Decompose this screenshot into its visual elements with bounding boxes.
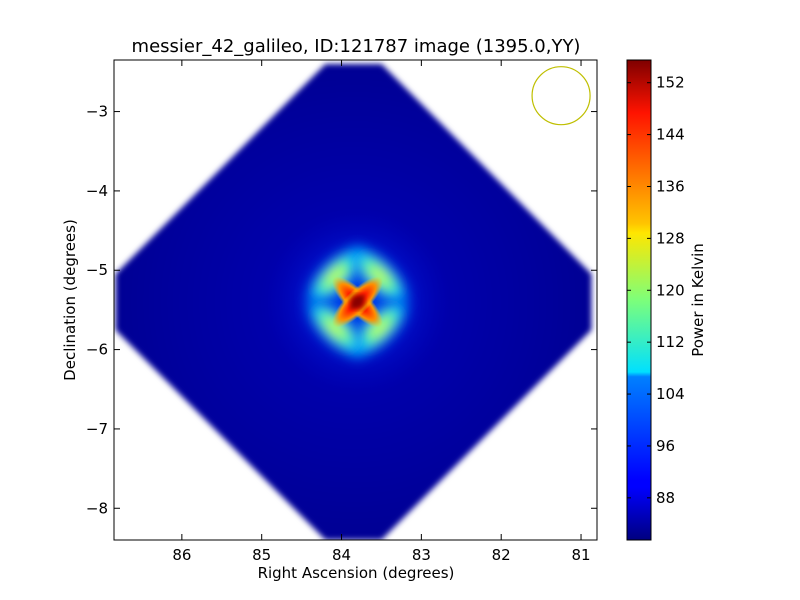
y-axis: −3 −4 −5 −6 −7 −8 bbox=[86, 103, 597, 517]
source-lobe bbox=[347, 243, 412, 309]
colorbar-tick-label: 88 bbox=[656, 489, 675, 507]
x-tick-label: 82 bbox=[492, 546, 511, 564]
colorbar-tick-label: 104 bbox=[656, 385, 685, 403]
colorbar-tick-label: 96 bbox=[656, 437, 675, 455]
colorbar-tick-label: 112 bbox=[656, 333, 685, 351]
y-tick-label: −6 bbox=[86, 341, 108, 359]
x-axis-label: Right Ascension (degrees) bbox=[258, 564, 455, 582]
colorbar-ticks: 88 96 104 112 120 128 136 144 152 bbox=[627, 74, 685, 507]
colorbar bbox=[626, 59, 652, 541]
x-tick-label: 83 bbox=[412, 546, 431, 564]
y-axis-label: Declination (degrees) bbox=[61, 219, 79, 381]
y-tick-label: −4 bbox=[86, 182, 108, 200]
y-tick-label: −5 bbox=[86, 261, 108, 279]
x-tick-label: 81 bbox=[571, 546, 590, 564]
sky-image bbox=[115, 63, 592, 540]
bright-source bbox=[262, 206, 453, 397]
y-tick-label: −7 bbox=[86, 420, 108, 438]
colorbar-tick-label: 144 bbox=[656, 126, 685, 144]
colorbar-tick-label: 128 bbox=[656, 229, 685, 247]
y-tick-label: −8 bbox=[86, 499, 108, 517]
y-tick-label: −3 bbox=[86, 103, 108, 121]
x-tick-label: 86 bbox=[172, 546, 191, 564]
x-axis: 86 85 84 83 82 81 bbox=[172, 60, 591, 564]
colorbar-tick-label: 136 bbox=[656, 177, 685, 195]
colorbar-tick-label: 152 bbox=[656, 74, 685, 92]
x-tick-label: 84 bbox=[332, 546, 351, 564]
x-tick-label: 85 bbox=[252, 546, 271, 564]
source-peak bbox=[350, 294, 365, 309]
colorbar-tick-label: 120 bbox=[656, 281, 685, 299]
chart-title: messier_42_galileo, ID:121787 image (139… bbox=[132, 36, 581, 57]
colorbar-label: Power in Kelvin bbox=[689, 243, 707, 357]
source-lobe bbox=[303, 295, 368, 361]
plot-frame bbox=[113, 59, 598, 541]
beam-marker bbox=[531, 66, 591, 126]
